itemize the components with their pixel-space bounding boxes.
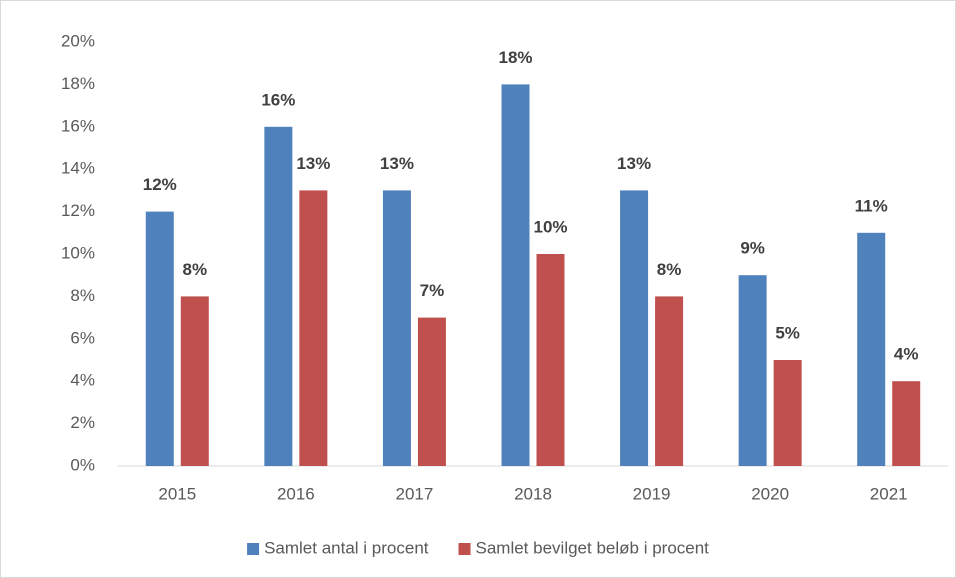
- value-label: 13%: [296, 154, 330, 173]
- legend-label: Samlet bevilget beløb i procent: [476, 538, 710, 557]
- x-tick-label: 2015: [158, 484, 196, 503]
- legend-swatch: [247, 543, 260, 555]
- bar: [501, 84, 530, 467]
- bar: [738, 275, 767, 466]
- y-tick-label: 2%: [70, 413, 95, 432]
- value-label: 13%: [617, 154, 651, 173]
- y-tick-label: 18%: [61, 74, 95, 93]
- value-label: 5%: [775, 323, 800, 342]
- x-tick-label: 2017: [396, 484, 434, 503]
- bar: [299, 190, 328, 466]
- bar: [655, 296, 684, 466]
- y-tick-label: 4%: [70, 371, 95, 390]
- y-tick-label: 20%: [61, 31, 95, 50]
- bar: [536, 254, 565, 466]
- bar: [892, 381, 921, 466]
- y-tick-label: 8%: [70, 286, 95, 305]
- value-label: 9%: [740, 239, 765, 258]
- x-tick-label: 2021: [870, 484, 908, 503]
- value-label: 18%: [498, 48, 532, 67]
- value-label: 8%: [182, 260, 207, 279]
- bar: [857, 232, 886, 466]
- value-label: 16%: [261, 90, 295, 109]
- value-label: 7%: [420, 281, 445, 300]
- y-tick-label: 10%: [61, 243, 95, 262]
- value-label: 13%: [380, 154, 414, 173]
- y-tick-label: 0%: [70, 455, 95, 474]
- bar: [620, 190, 649, 466]
- x-tick-label: 2016: [277, 484, 315, 503]
- value-label: 4%: [894, 345, 919, 364]
- x-tick-label: 2018: [514, 484, 552, 503]
- y-tick-label: 16%: [61, 116, 95, 135]
- x-tick-label: 2019: [633, 484, 671, 503]
- bar: [180, 296, 209, 466]
- bar: [417, 317, 446, 466]
- x-tick-label: 2020: [751, 484, 789, 503]
- y-tick-label: 12%: [61, 201, 95, 220]
- bar: [264, 126, 293, 467]
- legend-swatch: [458, 543, 471, 555]
- value-label: 10%: [533, 217, 567, 236]
- value-label: 8%: [657, 260, 682, 279]
- y-tick-label: 14%: [61, 159, 95, 178]
- bar: [773, 360, 802, 466]
- value-label: 11%: [855, 196, 888, 215]
- legend-label: Samlet antal i procent: [264, 538, 429, 557]
- y-tick-label: 6%: [70, 328, 95, 347]
- value-label: 12%: [143, 175, 177, 194]
- bar: [145, 211, 174, 466]
- bar: [382, 190, 411, 466]
